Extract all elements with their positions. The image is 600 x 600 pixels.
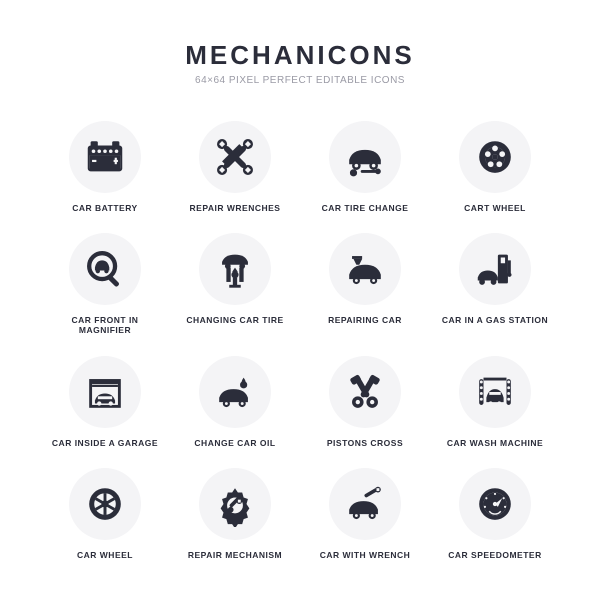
icon-cell-car-in-a-gas-station: CAR IN A GAS STATION <box>435 233 555 335</box>
page-subtitle: 64×64 PIXEL PERFECT EDITABLE ICONS <box>185 75 414 86</box>
car-in-a-gas-station-icon <box>459 233 531 305</box>
icon-label: PISTONS CROSS <box>327 438 403 448</box>
cart-wheel-icon <box>459 121 531 193</box>
pistons-cross-icon <box>329 356 401 428</box>
icon-label: REPAIR WRENCHES <box>190 203 281 213</box>
car-wheel-icon <box>69 468 141 540</box>
icon-cell-car-speedometer: CAR SPEEDOMETER <box>435 468 555 560</box>
icon-cell-change-car-oil: CHANGE CAR OIL <box>175 356 295 448</box>
icon-cell-repairing-car: REPAIRING CAR <box>305 233 425 335</box>
icon-cell-car-with-wrench: CAR WITH WRENCH <box>305 468 425 560</box>
change-car-oil-icon <box>199 356 271 428</box>
icon-cell-car-battery: CAR BATTERY <box>45 121 165 213</box>
icon-label: CAR FRONT IN MAGNIFIER <box>50 315 160 335</box>
repairing-car-icon <box>329 233 401 305</box>
icon-label: CAR WITH WRENCH <box>320 550 411 560</box>
icon-cell-car-wash-machine: CAR WASH MACHINE <box>435 356 555 448</box>
icon-label: CAR IN A GAS STATION <box>442 315 548 325</box>
page-title: MECHANICONS <box>185 40 414 71</box>
icon-label: CAR TIRE CHANGE <box>322 203 409 213</box>
car-front-in-magnifier-icon <box>69 233 141 305</box>
repair-mechanism-icon <box>199 468 271 540</box>
icon-label: CART WHEEL <box>464 203 526 213</box>
icon-label: CHANGING CAR TIRE <box>186 315 283 325</box>
repair-wrenches-icon <box>199 121 271 193</box>
icon-label: CHANGE CAR OIL <box>194 438 275 448</box>
icon-grid: CAR BATTERY REPAIR WRENCHES CAR TIRE CHANG… <box>30 121 570 560</box>
icon-cell-repair-mechanism: REPAIR MECHANISM <box>175 468 295 560</box>
icon-cell-car-tire-change: CAR TIRE CHANGE <box>305 121 425 213</box>
car-inside-a-garage-icon <box>69 356 141 428</box>
icon-label: CAR WASH MACHINE <box>447 438 543 448</box>
header: MECHANICONS 64×64 PIXEL PERFECT EDITABLE… <box>185 40 414 86</box>
icon-label: REPAIRING CAR <box>328 315 402 325</box>
car-with-wrench-icon <box>329 468 401 540</box>
icon-label: CAR WHEEL <box>77 550 133 560</box>
icon-cell-repair-wrenches: REPAIR WRENCHES <box>175 121 295 213</box>
icon-label: CAR INSIDE A GARAGE <box>52 438 158 448</box>
changing-car-tire-icon <box>199 233 271 305</box>
icon-label: REPAIR MECHANISM <box>188 550 282 560</box>
icon-cell-cart-wheel: CART WHEEL <box>435 121 555 213</box>
icon-cell-pistons-cross: PISTONS CROSS <box>305 356 425 448</box>
icon-label: CAR SPEEDOMETER <box>448 550 541 560</box>
car-wash-machine-icon <box>459 356 531 428</box>
icon-cell-changing-car-tire: CHANGING CAR TIRE <box>175 233 295 335</box>
icon-label: CAR BATTERY <box>72 203 137 213</box>
icon-cell-car-wheel: CAR WHEEL <box>45 468 165 560</box>
icon-cell-car-inside-a-garage: CAR INSIDE A GARAGE <box>45 356 165 448</box>
icon-cell-car-front-in-magnifier: CAR FRONT IN MAGNIFIER <box>45 233 165 335</box>
car-tire-change-icon <box>329 121 401 193</box>
car-speedometer-icon <box>459 468 531 540</box>
car-battery-icon <box>69 121 141 193</box>
